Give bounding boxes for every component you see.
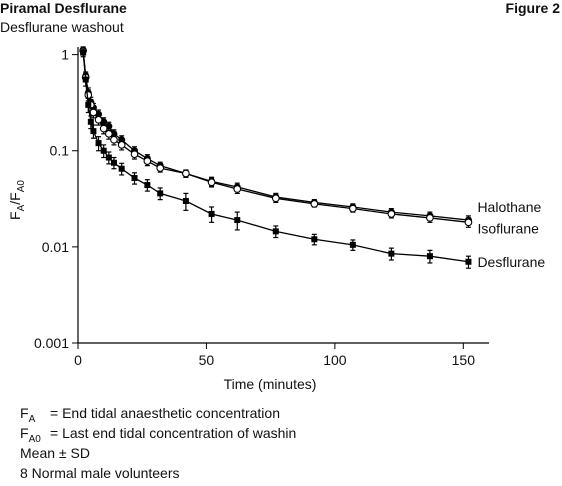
marker [349,204,357,213]
marker [349,241,356,248]
y-axis-label: FA/FA0 [7,180,27,220]
y-label-sub: A0 [16,180,27,193]
marker [388,250,395,257]
marker [94,115,103,124]
marker [426,214,434,222]
marker [131,175,138,182]
marker [465,258,472,265]
y-tick-label: 1 [61,47,69,63]
note-sub: A [29,414,36,425]
marker [95,140,102,147]
x-tick-label: 100 [323,352,347,368]
marker [233,185,242,193]
marker [85,101,92,108]
marker [110,159,117,166]
note-sub: A0 [29,434,42,445]
marker [272,228,279,235]
marker [234,217,241,224]
marker [208,210,215,217]
marker [82,76,89,83]
note-text: = Last end tidal concentration of washin [50,425,296,441]
marker [105,154,112,161]
footnote: Mean ± SD [20,445,90,461]
y-label-part: /F [7,192,23,204]
marker [464,218,473,227]
series-line [82,52,469,263]
marker [90,128,97,135]
y-tick-label: 0.001 [34,335,69,351]
note-text: = End tidal anaesthetic concentration [50,405,280,421]
header-title: Piramal Desflurane [0,0,127,16]
marker [130,150,139,159]
marker [310,200,319,208]
header-subtitle: Desflurane washout [0,19,124,35]
x-axis-label: Time (minutes) [224,376,317,392]
marker [84,91,93,99]
x-tick-label: 150 [452,352,476,368]
marker [104,129,113,138]
marker [100,147,107,154]
y-label-sub: A [16,204,27,211]
footnote: FA = End tidal anaesthetic concentration [20,405,280,425]
marker [426,253,433,260]
marker [157,190,164,197]
note-symbol: F [20,425,29,441]
footnote: 8 Normal male volunteers [20,465,180,481]
marker [144,182,151,189]
marker [311,236,318,243]
marker [387,210,396,218]
marker [182,198,189,205]
marker [110,135,118,144]
marker [118,165,125,172]
series-label: Halothane [477,199,541,215]
x-tick-label: 0 [74,352,82,368]
marker [99,124,108,133]
y-tick-label: 0.1 [50,143,70,159]
footnote: FA0 = Last end tidal concentration of was… [20,425,296,445]
marker [207,178,216,187]
marker [117,141,126,149]
marker [271,194,280,203]
x-tick-label: 50 [199,352,215,368]
y-tick-label: 0.01 [42,239,69,255]
marker [143,157,152,165]
marker [87,118,94,125]
series-line [82,50,469,223]
marker [89,108,98,117]
note-text: Mean ± SD [20,445,90,461]
series-label: Isoflurane [477,220,539,236]
note-symbol: F [20,405,29,421]
marker [156,164,165,172]
marker [80,49,87,56]
marker [182,169,190,178]
note-text: 8 Normal male volunteers [20,465,180,481]
series-label: Desflurane [477,254,545,270]
figure-label: Figure 2 [506,0,561,16]
y-label-part: F [7,211,23,220]
